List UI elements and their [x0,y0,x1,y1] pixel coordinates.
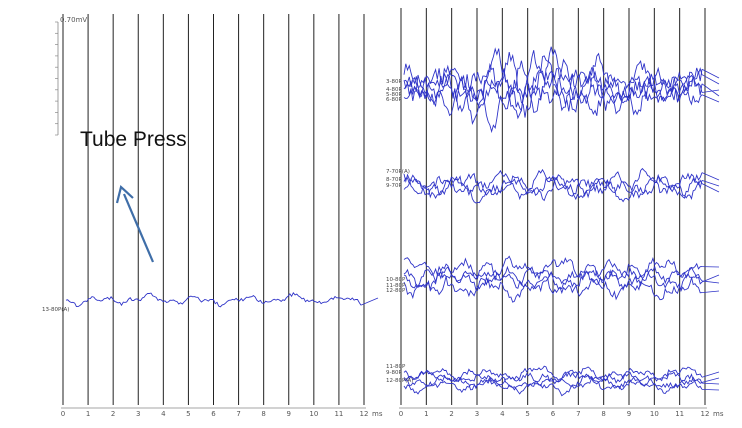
x-tick-label: 2 [111,410,115,418]
emg-trace [403,46,703,109]
trace-end-marker [701,371,720,378]
trace-end-marker [701,89,720,93]
trace-layer [65,46,720,397]
x-tick-label: 10 [309,410,318,418]
emg-trace [403,376,703,397]
x-tick-label: 12 [360,410,369,418]
x-tick-label: 8 [261,410,265,418]
trace-label: 11-80P [386,364,406,370]
x-tick-label: 0 [61,410,65,418]
emg-trace [403,171,703,202]
emg-trace [403,58,703,134]
trace-label: 9-80P [386,370,402,376]
annotation-arrow-shaft [122,193,155,263]
grid-layer [55,8,707,409]
x-tick-label: 7 [236,410,240,418]
emg-trace [403,373,703,391]
trace-label: 11-80P [386,283,406,289]
trace-label: 6-80P [386,97,402,103]
trace-label: 9-70P [386,183,402,189]
annotation-arrow-head [115,184,134,204]
x-tick-label: 4 [161,410,166,418]
x-tick-label: 6 [551,410,556,418]
trace-end-marker [701,68,720,79]
trace-label: 10-80P [386,277,406,283]
x-tick-label: 2 [449,410,453,418]
x-tick-label: 7 [576,410,580,418]
emg-trace [403,265,703,297]
emg-trace [403,173,703,204]
scale-label: 0.70mV [60,16,87,24]
trace-end-marker [701,83,720,97]
trace-end-marker [701,290,720,294]
x-tick-label: 3 [136,410,140,418]
x-tick-label: 9 [287,410,291,418]
trace-end-marker [701,389,720,391]
x-tick-label: 6 [211,410,216,418]
trace-label: 3-80P [386,79,402,85]
trace-label: 13-80P(A) [42,307,69,313]
x-tick-label: 5 [525,410,529,418]
annotation-text: Tube Press [80,128,187,151]
trace-label: 5-80P [386,92,402,98]
x-tick-label: 1 [424,410,428,418]
x-tick-label: 5 [186,410,190,418]
trace-label: 7-70P(A) [386,169,410,175]
emg-trace [403,55,703,126]
x-unit-label: ms [372,410,383,418]
trace-end-marker [701,377,720,383]
x-tick-label: 1 [86,410,90,418]
emg-trace [403,365,703,384]
trace-end-marker [701,280,720,284]
x-tick-label: 0 [399,410,403,418]
trace-label: 4-80P [386,87,402,93]
trace-end-marker [701,274,720,283]
x-tick-label: 4 [500,410,505,418]
trace-label: 12-80P [386,288,406,294]
trace-end-marker [701,180,720,187]
x-tick-label: 3 [475,410,479,418]
x-tick-label: 9 [627,410,631,418]
trace-end-marker [360,297,379,306]
trace-end-marker [701,183,720,193]
emg-trace [403,270,703,303]
x-tick-label: 11 [334,410,343,418]
x-tick-label: 8 [601,410,605,418]
trace-end-marker [701,172,720,181]
x-unit-label: ms [713,410,724,418]
x-tick-label: 11 [675,410,684,418]
emg-trace [403,255,703,284]
trace-end-marker [701,382,720,385]
trace-end-marker [701,74,720,85]
trace-end-marker [701,94,720,103]
annotation-layer: Tube Press [80,128,187,263]
emg-trace [403,167,703,197]
trace-label: 12-80P(A) [386,378,413,384]
emg-trace [65,291,362,308]
x-tick-label: 10 [650,410,659,418]
x-tick-label: 12 [701,410,710,418]
trace-label: 8-70P [386,177,402,183]
